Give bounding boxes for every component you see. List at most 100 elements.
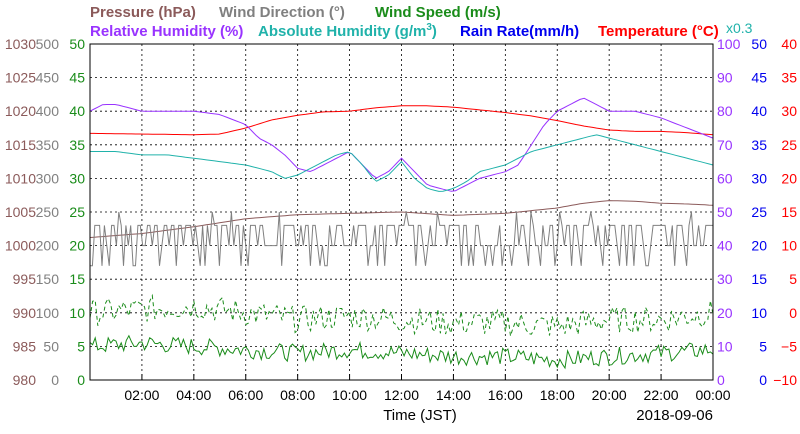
tick-label-wind_speed: 40 — [69, 103, 85, 119]
tick-label-rain: 40 — [751, 103, 767, 119]
tick-label-rain: 30 — [751, 170, 767, 186]
tick-label-rel_hum: 90 — [717, 70, 733, 86]
x-tick-label: 04:00 — [176, 387, 211, 403]
tick-label-pressure: 990 — [13, 305, 37, 321]
tick-label-rel_hum: 0 — [717, 372, 725, 388]
series-line-6 — [89, 293, 714, 337]
tick-label-pressure: 985 — [13, 338, 37, 354]
tick-label-temp: 35 — [781, 70, 797, 86]
tick-label-wind_dir: 400 — [36, 103, 60, 119]
tick-label-rel_hum: 40 — [717, 238, 733, 254]
tick-label-temp: 20 — [781, 170, 797, 186]
x-tick-label: 20:00 — [592, 387, 627, 403]
tick-label-rain: 50 — [751, 36, 767, 52]
x-tick-label: 06:00 — [228, 387, 263, 403]
series-line-3 — [90, 134, 714, 192]
series-line-2 — [89, 97, 714, 192]
series-line-0 — [89, 200, 714, 238]
tick-label-temp: 0 — [789, 305, 797, 321]
x-tick-label: 22:00 — [644, 387, 679, 403]
tick-label-pressure: 1020 — [5, 103, 36, 119]
tick-label-wind_speed: 15 — [69, 271, 85, 287]
legend-absolute-humidity: Absolute Humidity (g/m3) — [258, 22, 437, 40]
abs-humidity-scale: x0.3 — [726, 20, 753, 36]
tick-label-rain: 25 — [751, 204, 767, 220]
right-axes: 0102030405060708090100051015202530354045… — [717, 36, 797, 388]
legend-relative-humidity: Relative Humidity (%) — [90, 23, 243, 40]
tick-label-temp: −10 — [773, 372, 797, 388]
tick-label-wind_speed: 20 — [69, 238, 85, 254]
tick-label-rain: 45 — [751, 70, 767, 86]
tick-label-rel_hum: 30 — [717, 271, 733, 287]
tick-label-rain: 15 — [751, 271, 767, 287]
tick-label-wind_dir: 150 — [36, 271, 60, 287]
x-tick-label: 12:00 — [384, 387, 419, 403]
tick-label-wind_speed: 35 — [69, 137, 85, 153]
x-tick-label: 02:00 — [124, 387, 159, 403]
tick-label-pressure: 980 — [13, 372, 37, 388]
tick-label-wind_speed: 5 — [77, 338, 85, 354]
grid — [90, 44, 713, 380]
tick-label-temp: 10 — [781, 238, 797, 254]
tick-label-wind_dir: 350 — [36, 137, 60, 153]
tick-label-rain: 35 — [751, 137, 767, 153]
tick-label-rel_hum: 10 — [717, 338, 733, 354]
tick-label-wind_dir: 0 — [51, 372, 59, 388]
tick-label-temp: −5 — [781, 338, 797, 354]
tick-label-wind_dir: 450 — [36, 70, 60, 86]
x-tick-label: 14:00 — [436, 387, 471, 403]
tick-label-pressure: 1000 — [5, 238, 36, 254]
tick-label-temp: 25 — [781, 137, 797, 153]
tick-label-wind_dir: 300 — [36, 170, 60, 186]
tick-label-temp: 30 — [781, 103, 797, 119]
tick-label-rel_hum: 20 — [717, 305, 733, 321]
series-line-4 — [90, 211, 713, 267]
tick-label-pressure: 1025 — [5, 70, 36, 86]
tick-label-wind_speed: 0 — [77, 372, 85, 388]
tick-label-pressure: 1015 — [5, 137, 36, 153]
tick-label-rain: 10 — [751, 305, 767, 321]
tick-label-rain: 5 — [759, 338, 767, 354]
tick-label-wind_speed: 10 — [69, 305, 85, 321]
tick-label-wind_dir: 100 — [36, 305, 60, 321]
tick-label-rain: 20 — [751, 238, 767, 254]
tick-label-wind_speed: 25 — [69, 204, 85, 220]
legend-pressure: Pressure (hPa) — [90, 4, 196, 21]
tick-label-wind_speed: 45 — [69, 70, 85, 86]
tick-label-pressure: 1005 — [5, 204, 36, 220]
x-tick-label: 16:00 — [488, 387, 523, 403]
tick-label-wind_speed: 30 — [69, 170, 85, 186]
legend-wind-speed: Wind Speed (m/s) — [375, 4, 501, 21]
legend-rain-rate: Rain Rate(mm/h) — [460, 23, 579, 40]
tick-label-wind_dir: 50 — [43, 338, 59, 354]
legend-wind-direction: Wind Direction (°) — [219, 4, 345, 21]
x-tick-label: 18:00 — [540, 387, 575, 403]
series-group — [89, 97, 714, 370]
tick-label-rel_hum: 80 — [717, 103, 733, 119]
left-axes: 9809859909951000100510101015102010251030… — [5, 36, 85, 388]
tick-label-rel_hum: 100 — [717, 36, 741, 52]
series-line-1 — [90, 105, 714, 136]
tick-label-rain: 0 — [759, 372, 767, 388]
tick-label-wind_dir: 500 — [36, 36, 60, 52]
tick-label-pressure: 1030 — [5, 36, 36, 52]
x-axis: 02:00 04:00 06:00 08:00 10:00 12:00 14:00 16:00… — [124, 374, 731, 403]
x-tick-label: 08:00 — [280, 387, 315, 403]
tick-label-temp: 5 — [789, 271, 797, 287]
tick-label-rel_hum: 60 — [717, 170, 733, 186]
tick-label-pressure: 1010 — [5, 170, 36, 186]
tick-label-temp: 15 — [781, 204, 797, 220]
series-line-5 — [89, 334, 714, 370]
x-tick-label: 00:00 — [695, 387, 730, 403]
tick-label-temp: 40 — [781, 36, 797, 52]
x-tick-label: 10:00 — [332, 387, 367, 403]
tick-label-rel_hum: 70 — [717, 137, 733, 153]
tick-label-wind_dir: 200 — [36, 238, 60, 254]
date-label: 2018-09-06 — [636, 407, 713, 424]
tick-label-wind_dir: 250 — [36, 204, 60, 220]
tick-label-rel_hum: 50 — [717, 204, 733, 220]
legend-temperature: Temperature (°C) — [598, 23, 719, 40]
tick-label-wind_speed: 50 — [69, 36, 85, 52]
tick-label-pressure: 995 — [13, 271, 37, 287]
